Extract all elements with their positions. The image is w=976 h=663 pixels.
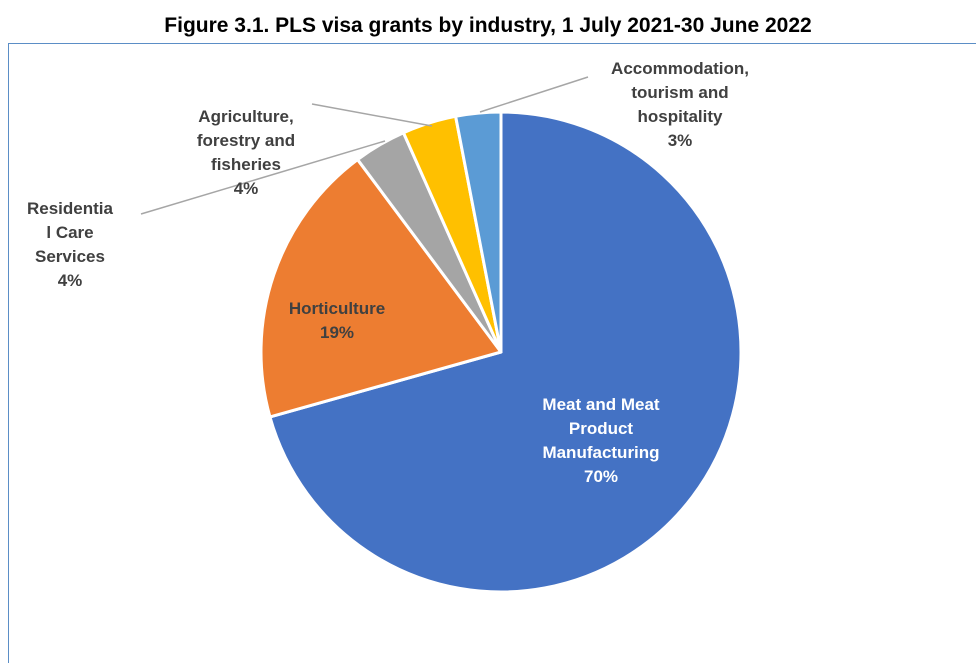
- leader-line-agriculture-forestry-and-fisheries: [311, 103, 433, 127]
- slice-label-residentia-l-care-services: Residentia l Care Services 4%: [27, 199, 114, 290]
- leader-line-residentia-l-care-services: [140, 140, 386, 215]
- slice-label-accommodation-tourism-and-hospitality: Accommodation, tourism and hospitality 3%: [611, 59, 749, 150]
- pie-slice-accommodation-tourism-and-hospitality: [454, 110, 503, 354]
- pie-slice-meat-and-meat-product-manufacturing: [268, 110, 743, 594]
- slice-label-meat-and-meat-product-manufacturing: Meat and Meat Product Manufacturing 70%: [542, 395, 659, 486]
- slice-label-horticulture: Horticulture 19%: [289, 299, 385, 342]
- chart-frame: [8, 43, 976, 663]
- slice-label-agriculture-forestry-and-fisheries: Agriculture, forestry and fisheries 4%: [197, 107, 295, 198]
- pie-slice-horticulture: [259, 158, 503, 419]
- chart-title: Figure 3.1. PLS visa grants by industry,…: [164, 14, 812, 37]
- leader-line-accommodation-tourism-and-hospitality: [479, 76, 589, 113]
